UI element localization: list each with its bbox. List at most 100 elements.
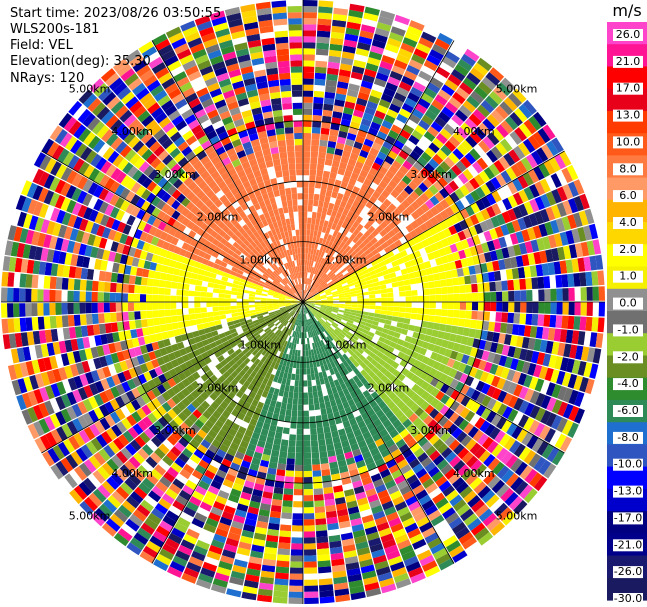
velocity-gate [280, 524, 292, 532]
velocity-gate [447, 294, 454, 302]
velocity-gate [478, 170, 490, 183]
velocity-gate [207, 316, 215, 323]
velocity-gate [332, 267, 339, 274]
velocity-gate [304, 531, 316, 538]
velocity-gate [556, 186, 568, 202]
velocity-gate [510, 358, 519, 371]
velocity-gate [482, 136, 495, 150]
velocity-gate [353, 367, 360, 376]
velocity-gate [378, 400, 387, 410]
velocity-gate [312, 309, 318, 314]
velocity-gate [351, 383, 359, 391]
velocity-gate [340, 57, 354, 66]
velocity-gate [330, 31, 345, 40]
velocity-gate [393, 139, 405, 150]
velocity-gate [341, 259, 348, 266]
velocity-gate [531, 437, 544, 453]
velocity-gate [486, 440, 499, 454]
velocity-gate [435, 553, 451, 566]
velocity-gate [363, 272, 371, 278]
velocity-gate [434, 191, 445, 202]
velocity-gate [431, 329, 439, 338]
velocity-gate [343, 107, 354, 116]
velocity-gate [194, 285, 202, 292]
velocity-gate [591, 317, 599, 332]
velocity-gate [345, 223, 352, 231]
velocity-gate [357, 175, 366, 184]
velocity-gate [212, 306, 219, 312]
velocity-gate [303, 163, 310, 170]
velocity-gate [273, 584, 289, 592]
velocity-gate [303, 78, 314, 85]
velocity-gate [219, 314, 227, 320]
velocity-gate [314, 261, 318, 269]
velocity-gate [323, 97, 335, 105]
velocity-gate [43, 316, 51, 330]
velocity-gate [445, 101, 458, 114]
velocity-gate [291, 525, 303, 532]
velocity-gate [332, 204, 340, 212]
velocity-gate [327, 327, 333, 334]
velocity-gate [307, 294, 313, 299]
velocity-gate [411, 296, 418, 302]
velocity-gate [349, 314, 356, 319]
velocity-gate [543, 276, 551, 289]
velocity-gate [449, 333, 457, 342]
velocity-gate [43, 275, 51, 289]
velocity-gate [347, 197, 355, 205]
velocity-gate [278, 457, 287, 465]
velocity-gate [428, 281, 436, 289]
velocity-gate [567, 315, 575, 330]
velocity-gate [425, 482, 438, 494]
velocity-gate [476, 104, 491, 118]
velocity-gate [523, 374, 533, 388]
velocity-gate [194, 291, 201, 297]
velocity-gate [340, 280, 348, 285]
velocity-gate [397, 390, 407, 400]
velocity-gate [287, 373, 292, 380]
velocity-gate [429, 49, 444, 61]
velocity-gate [321, 226, 327, 233]
velocity-gate [443, 156, 455, 168]
velocity-gate [588, 223, 599, 240]
velocity-gate [321, 121, 331, 129]
velocity-gate [315, 66, 327, 74]
velocity-gate [346, 132, 357, 141]
velocity-gate [498, 259, 506, 270]
velocity-gate [397, 338, 405, 346]
velocity-gate [423, 302, 430, 309]
velocity-gate [355, 357, 363, 365]
velocity-gate [314, 283, 320, 289]
velocity-gate [366, 344, 374, 352]
velocity-gate [346, 277, 353, 283]
velocity-gate [319, 264, 324, 271]
velocity-gate [164, 316, 172, 324]
velocity-gate [405, 399, 416, 409]
velocity-gate [303, 84, 314, 91]
velocity-gate [311, 458, 320, 465]
velocity-gate [475, 380, 486, 392]
velocity-gate [396, 53, 411, 65]
velocity-gate [309, 272, 313, 279]
velocity-gate [303, 96, 313, 103]
velocity-gate [359, 169, 369, 178]
velocity-gate [446, 168, 458, 180]
velocity-gate [496, 302, 503, 312]
velocity-gate [307, 205, 313, 212]
velocity-gate [424, 147, 436, 158]
velocity-gate [351, 243, 359, 251]
velocity-gate [548, 157, 561, 173]
velocity-gate [303, 24, 317, 31]
velocity-gate [491, 375, 501, 388]
velocity-gate [127, 293, 135, 302]
velocity-gate [320, 408, 327, 416]
velocity-gate [502, 511, 517, 526]
velocity-gate [347, 248, 354, 255]
velocity-gate [550, 369, 560, 384]
velocity-gate [421, 526, 436, 539]
velocity-gate [312, 274, 317, 281]
velocity-gate [472, 338, 481, 349]
velocity-gate [273, 438, 282, 446]
velocity-gate [298, 380, 303, 387]
velocity-gate [303, 30, 317, 37]
